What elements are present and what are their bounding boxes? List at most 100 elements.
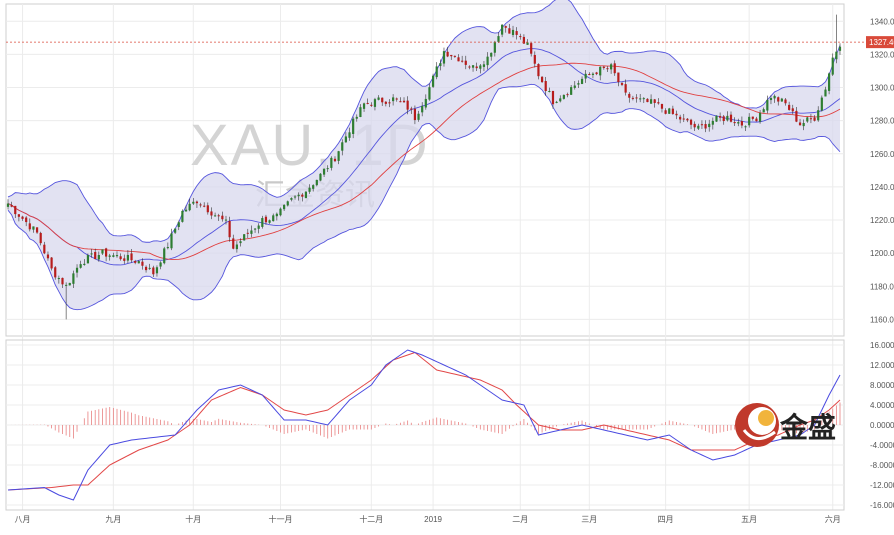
candle-body bbox=[286, 201, 289, 206]
macd-y-tick-label: 8.0000 bbox=[870, 381, 894, 390]
candle-body bbox=[664, 110, 667, 114]
candle-body bbox=[188, 203, 191, 211]
candle-body bbox=[748, 116, 751, 126]
candle-body bbox=[838, 46, 842, 51]
candle-body bbox=[35, 227, 39, 233]
candle-body bbox=[758, 112, 762, 122]
candle-body bbox=[671, 108, 674, 114]
candle-body bbox=[293, 196, 297, 198]
candle-body bbox=[795, 110, 798, 122]
candle-body bbox=[10, 205, 13, 207]
candle-body bbox=[602, 66, 605, 68]
candle-body bbox=[341, 142, 344, 151]
candle-body bbox=[551, 90, 555, 105]
x-tick-label: 四月 bbox=[658, 515, 674, 524]
candle-body bbox=[326, 168, 329, 170]
y-tick-label: 1300.00 bbox=[870, 84, 894, 93]
macd-line bbox=[7, 349, 841, 501]
candle-body bbox=[617, 72, 620, 83]
candle-body bbox=[163, 248, 166, 264]
candle-body bbox=[57, 278, 60, 280]
candle-body bbox=[809, 118, 813, 120]
candle-body bbox=[319, 173, 322, 181]
candle-body bbox=[788, 104, 791, 110]
candle-body bbox=[493, 41, 496, 53]
candle-body bbox=[159, 262, 162, 267]
candle-body bbox=[693, 123, 696, 128]
candle-body bbox=[381, 97, 384, 103]
candle-body bbox=[780, 98, 783, 102]
candle-body bbox=[817, 110, 820, 121]
candle-body bbox=[620, 83, 624, 85]
candle-body bbox=[824, 89, 827, 97]
candlesticks bbox=[6, 14, 866, 320]
candle-body bbox=[457, 57, 460, 62]
candle-body bbox=[348, 132, 351, 138]
candle-body bbox=[297, 194, 300, 197]
candle-body bbox=[762, 109, 765, 113]
candle-body bbox=[392, 97, 395, 102]
candle-body bbox=[21, 216, 24, 219]
y-tick-label: 1320.00 bbox=[870, 50, 894, 59]
candle-body bbox=[497, 36, 500, 42]
x-tick-label: 五月 bbox=[741, 515, 757, 524]
candle-body bbox=[595, 72, 598, 75]
candle-body bbox=[588, 74, 591, 76]
candle-body bbox=[599, 66, 602, 76]
candle-body bbox=[152, 267, 155, 275]
candle-body bbox=[421, 105, 424, 113]
candle-body bbox=[123, 258, 126, 261]
candle-body bbox=[428, 87, 431, 100]
candle-body bbox=[181, 210, 184, 222]
candle-body bbox=[166, 247, 169, 249]
candle-body bbox=[279, 208, 282, 216]
candle-body bbox=[388, 102, 391, 104]
candle-body bbox=[610, 64, 613, 70]
candle-body bbox=[283, 204, 286, 210]
candle-body bbox=[174, 228, 177, 233]
candle-body bbox=[141, 261, 144, 266]
moving-average-line bbox=[7, 62, 841, 260]
candle-body bbox=[511, 29, 515, 35]
band-fill bbox=[8, 0, 840, 310]
candle-body bbox=[813, 117, 816, 121]
x-tick-label: 六月 bbox=[825, 514, 841, 524]
candle-body bbox=[555, 101, 558, 103]
candle-body bbox=[435, 66, 438, 78]
candle-body bbox=[697, 125, 700, 129]
candle-body bbox=[101, 249, 104, 254]
candle-body bbox=[344, 136, 347, 143]
macd-panel bbox=[7, 349, 841, 501]
candle-body bbox=[90, 253, 93, 255]
candle-body bbox=[413, 108, 417, 121]
candle-body bbox=[410, 108, 413, 110]
candle-body bbox=[304, 191, 308, 199]
candle-body bbox=[566, 94, 569, 96]
candle-body bbox=[508, 28, 511, 34]
candle-body bbox=[700, 124, 704, 126]
candle-body bbox=[479, 65, 482, 69]
y-tick-label: 1200.00 bbox=[870, 249, 894, 258]
candle-body bbox=[134, 260, 137, 263]
candle-body bbox=[155, 267, 159, 274]
candle-body bbox=[515, 31, 518, 35]
band-middle-line bbox=[7, 48, 841, 266]
candle-body bbox=[766, 99, 769, 111]
macd-y-tick-label: 0.0000 bbox=[870, 421, 894, 430]
candle-body bbox=[192, 201, 195, 204]
candle-body bbox=[649, 99, 653, 104]
candle-body bbox=[490, 52, 493, 57]
candle-body bbox=[257, 225, 260, 229]
candle-body bbox=[653, 99, 656, 103]
candle-body bbox=[733, 122, 736, 124]
last-price-tag: 1327.40 bbox=[866, 36, 894, 49]
candle-body bbox=[61, 277, 64, 285]
candle-body bbox=[446, 51, 449, 57]
candle-body bbox=[370, 104, 373, 106]
candle-body bbox=[642, 98, 645, 100]
candle-body bbox=[83, 263, 86, 266]
candle-body bbox=[250, 230, 253, 234]
candle-body bbox=[660, 104, 664, 109]
candle-body bbox=[217, 215, 220, 217]
